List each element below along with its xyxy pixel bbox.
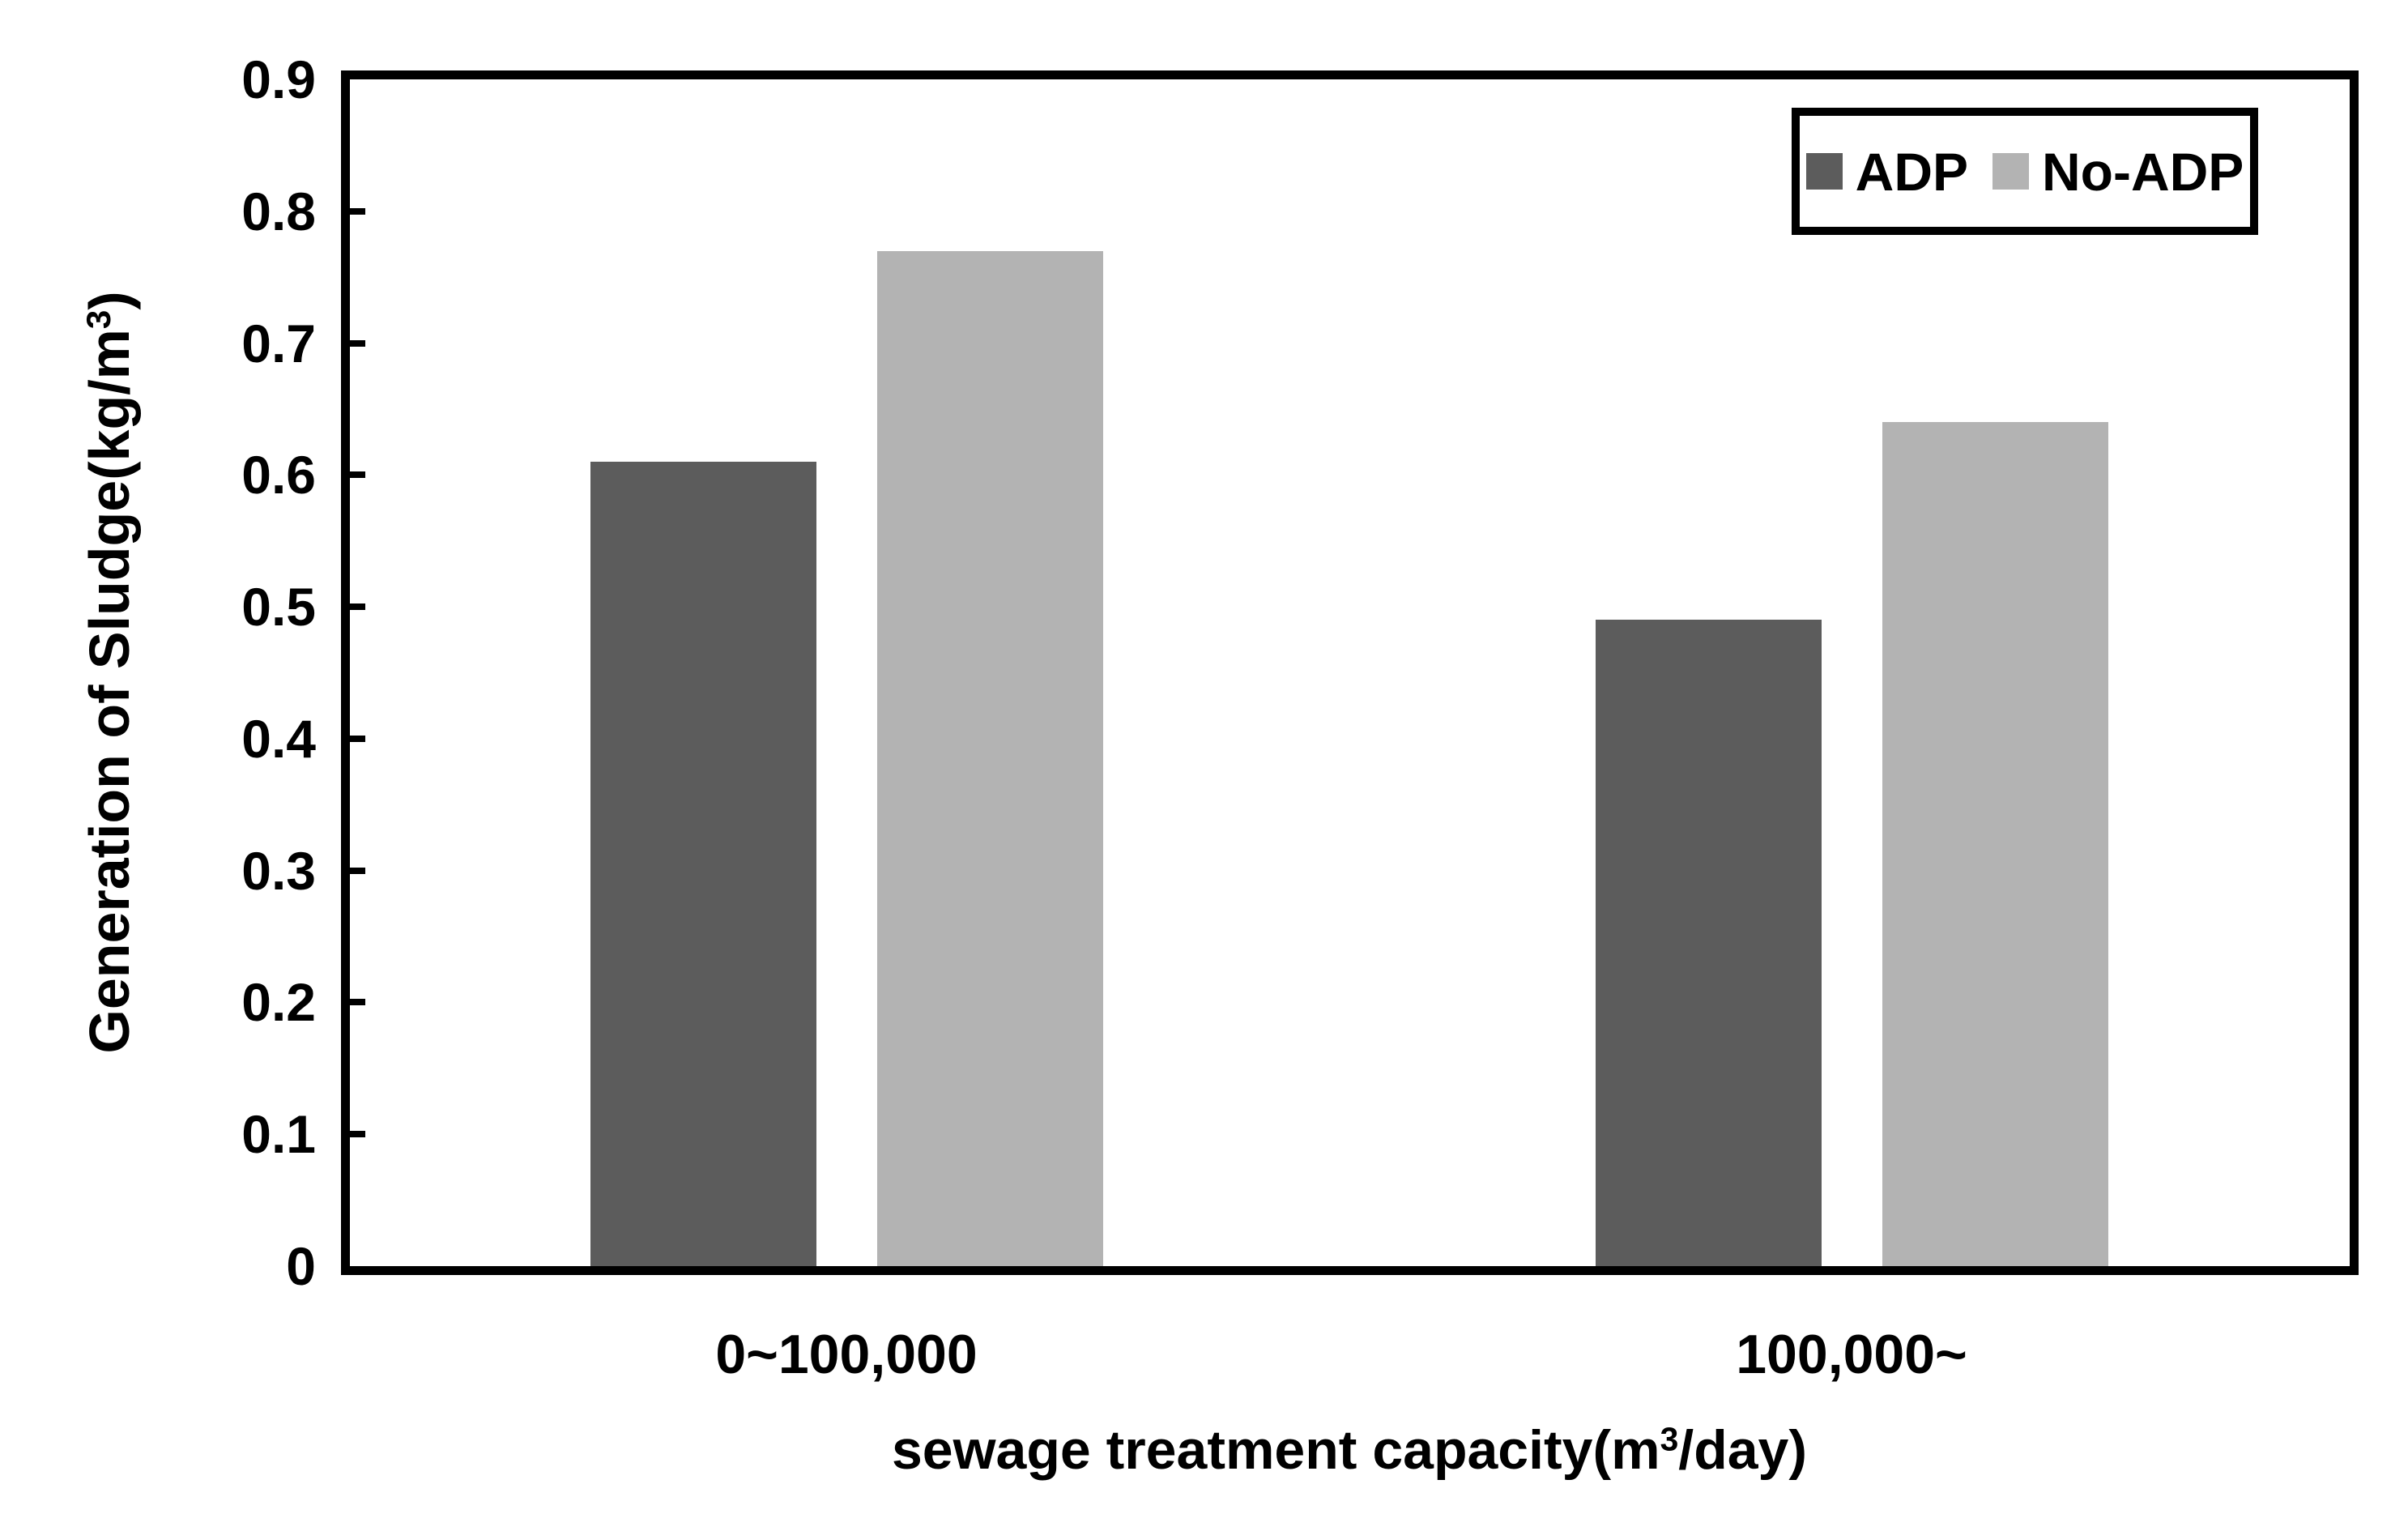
y-tick-mark <box>350 603 365 611</box>
plot-area <box>350 79 2350 1266</box>
x-axis-title-text: sewage treatment capacity(m <box>891 1419 1660 1481</box>
y-axis-title-superscript: 3 <box>79 309 117 330</box>
x-category-label-2: 100,000~ <box>1736 1324 1967 1385</box>
bar-adp-group2 <box>1595 620 1822 1266</box>
y-axis-title-text: Generation of Sludge(kg/m <box>78 329 141 1054</box>
y-tick-label: 0.5 <box>241 577 316 638</box>
y-tick-mark <box>350 207 365 215</box>
y-tick-label: 0 <box>286 1236 316 1296</box>
y-tick-label: 0.8 <box>241 181 316 241</box>
legend-swatch-adp <box>1805 153 1843 190</box>
y-tick-mark <box>350 339 365 347</box>
legend: ADP No-ADP <box>1792 108 2258 235</box>
y-tick-mark <box>350 1131 365 1138</box>
y-axis-title-close: ) <box>78 291 141 310</box>
legend-item-adp: ADP <box>1805 141 1969 202</box>
y-tick-label: 0.2 <box>241 972 316 1033</box>
y-axis-title: Generation of Sludge(kg/m3) <box>78 291 141 1054</box>
bar-no-adp-group1 <box>877 250 1104 1266</box>
y-tick-label: 0.3 <box>241 840 316 901</box>
y-tick-label: 0.6 <box>241 445 316 505</box>
y-tick-label: 0.9 <box>241 49 316 109</box>
y-tick-label: 0.1 <box>241 1104 316 1165</box>
x-axis-title-superscript: 3 <box>1660 1420 1679 1458</box>
bar-adp-group1 <box>590 462 816 1266</box>
legend-label-adp: ADP <box>1855 141 1969 202</box>
legend-swatch-no-adp <box>1992 153 2030 190</box>
x-axis-title-close: /day) <box>1678 1419 1808 1481</box>
x-category-label-1: 0~100,000 <box>715 1324 978 1385</box>
legend-label-no-adp: No-ADP <box>2042 141 2244 202</box>
legend-item-no-adp: No-ADP <box>1992 145 2244 198</box>
y-tick-mark <box>350 471 365 479</box>
y-tick-label: 0.4 <box>241 708 316 769</box>
y-tick-mark <box>350 867 365 874</box>
y-tick-label: 0.7 <box>241 313 316 373</box>
bar-no-adp-group2 <box>1882 422 2108 1266</box>
y-tick-mark <box>350 735 365 742</box>
x-axis-title: sewage treatment capacity(m3/day) <box>892 1422 1807 1478</box>
y-tick-mark <box>350 999 365 1006</box>
